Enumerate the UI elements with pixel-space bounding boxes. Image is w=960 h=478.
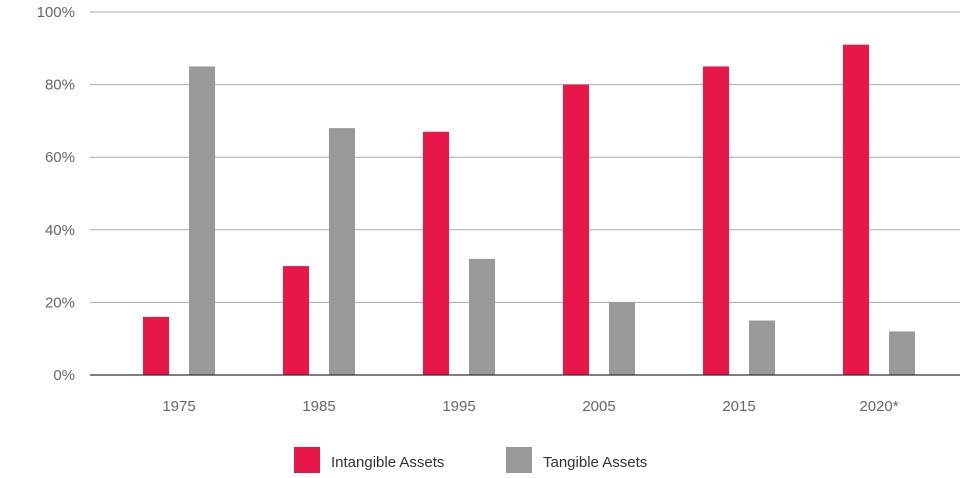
y-tick-label: 80% [45,77,75,94]
bar-intangible [423,131,449,375]
y-tick-label: 100% [37,4,75,21]
legend-swatch [294,447,320,473]
bar-tangible [189,66,215,375]
y-tick-label: 60% [45,149,75,166]
bar-intangible [563,84,589,375]
x-tick-label: 2005 [582,398,615,415]
bar-intangible [283,266,309,375]
x-axis-tick-labels: 1975 1985 1995 2005 2015 2020* [162,398,898,415]
y-tick-label: 40% [45,222,75,239]
legend-label: Tangible Assets [543,454,647,471]
bars [143,44,915,376]
bar-intangible [143,316,169,375]
legend-label: Intangible Assets [331,454,444,471]
x-tick-label: 2015 [722,398,755,415]
bar-tangible [889,331,915,375]
y-tick-label: 0% [53,367,75,384]
x-tick-label: 2020* [859,398,898,415]
bar-tangible [749,320,775,375]
x-tick-label: 1975 [162,398,195,415]
x-tick-label: 1995 [442,398,475,415]
bar-intangible [843,44,869,376]
y-tick-label: 20% [45,294,75,311]
y-axis-tick-labels: 0% 20% 40% 60% 80% 100% [37,4,75,384]
bar-tangible [609,302,635,375]
bar-tangible [329,128,355,375]
bar-tangible [469,258,495,375]
legend-swatch [506,447,532,473]
gridlines [90,11,960,303]
x-tick-label: 1985 [302,398,335,415]
legend: Intangible Assets Tangible Assets [294,447,647,473]
bar-intangible [703,66,729,375]
